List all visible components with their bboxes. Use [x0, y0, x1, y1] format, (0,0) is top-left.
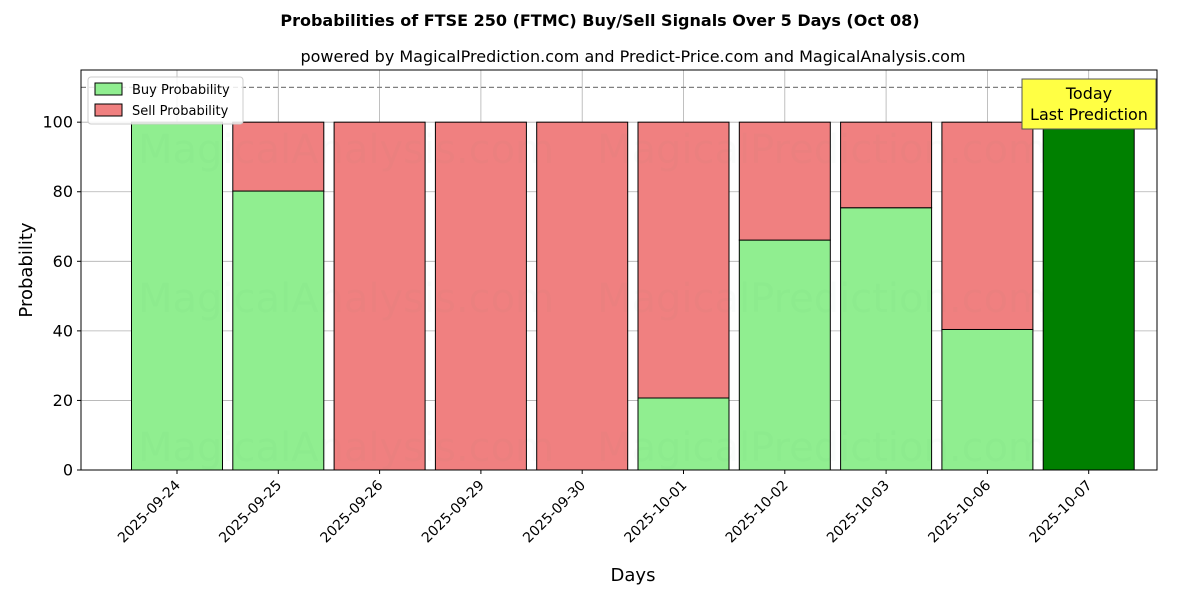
- annotation-line-1: Today: [1065, 84, 1112, 103]
- legend-box: [87, 76, 244, 125]
- bar-buy: [941, 328, 1034, 471]
- bar-sell: [738, 121, 831, 241]
- bar-buy: [131, 121, 223, 471]
- x-tick-label: 2025-09-30: [520, 478, 589, 547]
- y-tick-label: 0: [63, 461, 73, 480]
- plot-frame: [80, 69, 1158, 471]
- legend-swatch-buy: [94, 82, 123, 96]
- chart-title: Probabilities of FTSE 250 (FTMC) Buy/Sel…: [280, 11, 919, 30]
- x-tick-label: 2025-10-03: [824, 478, 893, 547]
- bar-sell: [333, 121, 426, 471]
- watermark-text: MagicalPrediction.com: [597, 276, 1047, 322]
- legend-label-sell: Sell Probability: [132, 104, 229, 119]
- x-tick-label: 2025-09-26: [318, 477, 387, 546]
- y-tick-label: 60: [53, 252, 73, 271]
- x-axis-label: Days: [611, 565, 656, 586]
- annotation-box: [1021, 78, 1157, 130]
- x-tick-label: 2025-09-24: [115, 477, 184, 546]
- bar-sell: [434, 121, 527, 471]
- watermark-text: MagicalAnalysis.com: [138, 127, 554, 173]
- watermark-text: MagicalPrediction.com: [597, 127, 1047, 173]
- watermark-text: MagicalAnalysis.com: [138, 276, 554, 322]
- bar-buy: [738, 239, 831, 471]
- today-annotation: Today Last Prediction: [1021, 78, 1157, 130]
- y-tick-label: 20: [53, 391, 73, 410]
- x-tick-label: 2025-10-06: [925, 477, 994, 546]
- x-tick-label: 2025-09-25: [216, 478, 285, 547]
- y-tick-label: 80: [53, 182, 73, 201]
- bar-buy: [840, 207, 933, 471]
- y-tick-label: 40: [53, 321, 73, 340]
- y-tick-label: 100: [42, 113, 73, 132]
- watermark-text: MagicalAnalysis.com: [138, 425, 554, 471]
- bar-sell: [840, 121, 933, 209]
- legend: Buy Probability Sell Probability: [87, 76, 244, 125]
- bar-sell: [536, 121, 629, 471]
- bar-buy: [1042, 121, 1135, 471]
- x-tick-label: 2025-09-29: [419, 478, 488, 547]
- bar-sell: [232, 121, 325, 192]
- y-axis-label: Probability: [16, 222, 37, 317]
- annotation-line-2: Last Prediction: [1030, 105, 1148, 124]
- legend-label-buy: Buy Probability: [132, 83, 230, 98]
- bar-sell: [941, 121, 1034, 330]
- x-tick-label: 2025-10-01: [621, 478, 690, 547]
- watermark-text: MagicalPrediction.com: [597, 425, 1047, 471]
- chart-subtitle: powered by MagicalPrediction.com and Pre…: [300, 47, 965, 66]
- bar-sell: [637, 121, 730, 399]
- x-tick-label: 2025-10-02: [723, 478, 792, 547]
- legend-swatch-sell: [94, 103, 123, 117]
- x-tick-label: 2025-10-07: [1027, 478, 1096, 547]
- bars: [131, 121, 1135, 471]
